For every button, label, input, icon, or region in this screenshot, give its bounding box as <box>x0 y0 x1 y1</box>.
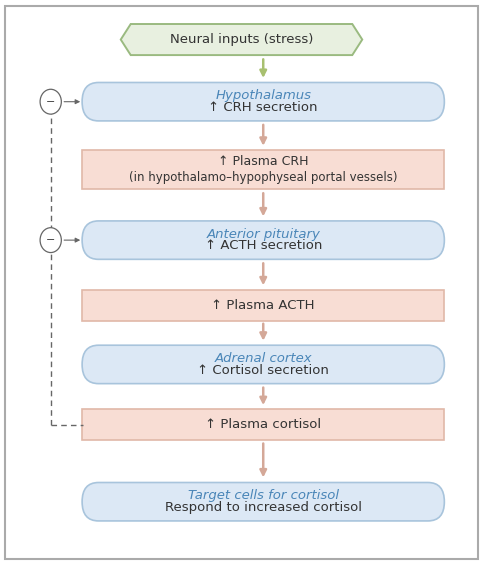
FancyBboxPatch shape <box>82 345 444 384</box>
Text: Target cells for cortisol: Target cells for cortisol <box>188 489 339 502</box>
FancyBboxPatch shape <box>82 82 444 121</box>
Text: Hypothalamus: Hypothalamus <box>215 89 311 102</box>
Text: Adrenal cortex: Adrenal cortex <box>214 352 312 365</box>
FancyBboxPatch shape <box>82 483 444 521</box>
Circle shape <box>40 228 61 253</box>
Text: −: − <box>46 97 56 107</box>
Text: ↑ Plasma CRH: ↑ Plasma CRH <box>218 155 309 168</box>
Text: (in hypothalamo–hypophyseal portal vessels): (in hypothalamo–hypophyseal portal vesse… <box>129 171 398 184</box>
Text: Respond to increased cortisol: Respond to increased cortisol <box>165 501 362 514</box>
Text: ↑ Cortisol secretion: ↑ Cortisol secretion <box>197 364 329 377</box>
Text: ↑ Plasma ACTH: ↑ Plasma ACTH <box>212 298 315 312</box>
FancyBboxPatch shape <box>82 289 444 321</box>
FancyBboxPatch shape <box>82 409 444 441</box>
Text: −: − <box>46 235 56 245</box>
FancyBboxPatch shape <box>5 6 478 559</box>
Text: Anterior pituitary: Anterior pituitary <box>206 228 320 241</box>
Text: Neural inputs (stress): Neural inputs (stress) <box>170 33 313 46</box>
Circle shape <box>40 89 61 114</box>
Text: ↑ Plasma cortisol: ↑ Plasma cortisol <box>205 418 321 432</box>
Text: ↑ CRH secretion: ↑ CRH secretion <box>209 101 318 114</box>
FancyBboxPatch shape <box>82 150 444 189</box>
Polygon shape <box>121 24 362 55</box>
Text: ↑ ACTH secretion: ↑ ACTH secretion <box>204 240 322 253</box>
FancyBboxPatch shape <box>82 221 444 259</box>
